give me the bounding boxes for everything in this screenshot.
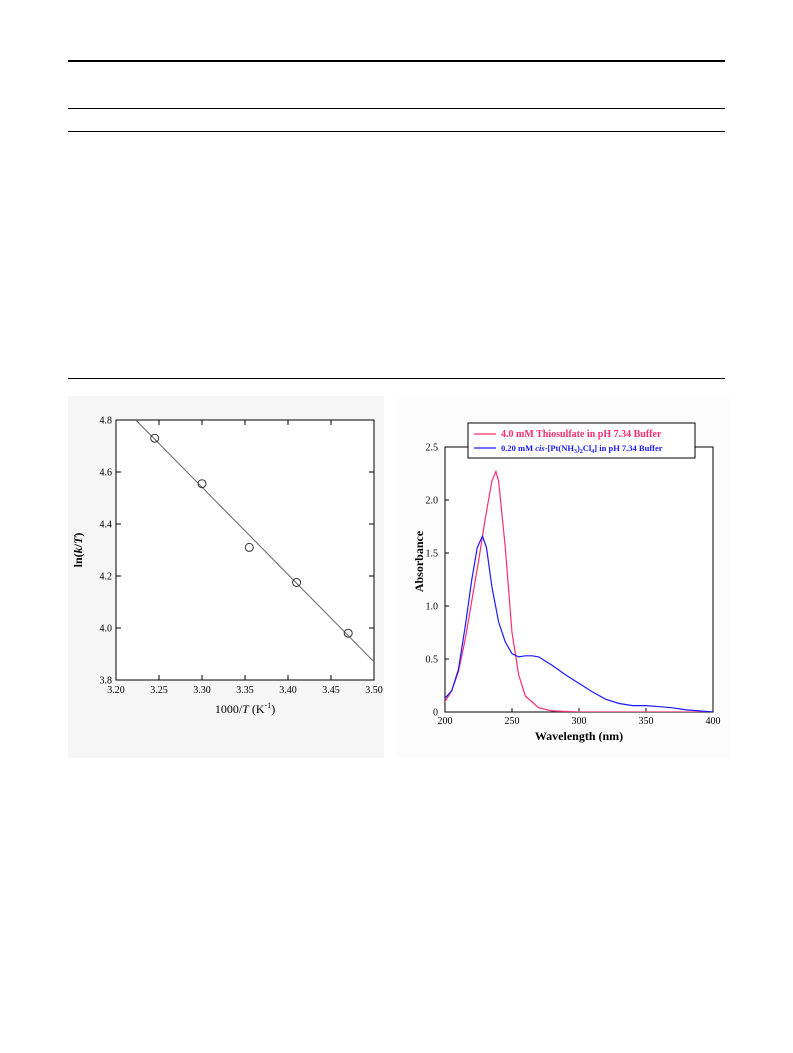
x-tick-label: 3.25 xyxy=(150,685,168,696)
y-axis-label: ln(k/T) xyxy=(71,533,85,568)
table-bottom-rule xyxy=(68,378,725,379)
series-line-thiosulfate xyxy=(445,469,713,712)
fit-line xyxy=(135,419,375,663)
data-point xyxy=(244,542,254,552)
y-tick-label: 1.0 xyxy=(426,602,439,613)
x-axis-label: 1000/T (K-1) xyxy=(215,701,275,716)
y-tick-label: 4.6 xyxy=(100,468,113,479)
x-tick-label: 3.20 xyxy=(107,685,125,696)
y-axis-label: Absorbance xyxy=(412,530,426,592)
y-tick-label: 2.0 xyxy=(426,496,439,507)
y-tick-label: 4.4 xyxy=(100,520,113,531)
legend-label-platinum: 0.20 mM cis-[Pt(NH3)2Cl4] in pH 7.34 Buf… xyxy=(501,443,663,455)
y-tick-label: 0 xyxy=(433,708,438,719)
plot-frame xyxy=(444,446,714,713)
data-point xyxy=(343,628,353,638)
y-tick-label: 3.8 xyxy=(100,676,113,687)
x-tick-label: 3.30 xyxy=(193,685,211,696)
y-tick-label: 4.2 xyxy=(100,572,113,583)
data-point xyxy=(197,479,207,489)
plot-frame xyxy=(115,419,375,681)
absorbance-spectra-panel: 200 250 300 350 400 0 0.5 1.0 1.5 2.0 2.5 4.0 mM Th… xyxy=(395,396,730,758)
data-point xyxy=(292,578,302,587)
table-header-rule xyxy=(68,108,725,109)
legend-label-thiosulfate: 4.0 mM Thiosulfate in pH 7.34 Buffer xyxy=(501,429,662,440)
x-tick-label: 400 xyxy=(706,716,721,727)
x-tick-label: 200 xyxy=(438,716,453,727)
legend-box xyxy=(467,422,696,459)
table-body-rule xyxy=(68,131,725,132)
absorbance-spectra-plot: 200 250 300 350 400 0 0.5 1.0 1.5 2.0 2.5 4.0 mM Th… xyxy=(412,422,721,743)
eyring-plot: 3.20 3.25 3.30 3.35 3.40 3.45 3.50 3.8 4.0 4.2 4.4… xyxy=(71,416,383,717)
x-tick-label: 3.50 xyxy=(365,685,383,696)
x-tick-label: 250 xyxy=(505,716,520,727)
y-tick-label: 4.0 xyxy=(100,624,113,635)
y-tick-label: 1.5 xyxy=(426,549,439,560)
y-tick-label: 0.5 xyxy=(426,655,439,666)
top-rule xyxy=(68,60,725,62)
y-tick-label: 4.8 xyxy=(100,416,113,427)
x-tick-label: 3.45 xyxy=(322,685,340,696)
series-line-platinum xyxy=(445,534,713,712)
x-axis-label: Wavelength (nm) xyxy=(535,729,623,743)
x-tick-label: 3.35 xyxy=(236,685,254,696)
eyring-plot-panel: 3.20 3.25 3.30 3.35 3.40 3.45 3.50 3.8 4.0 4.2 4.4… xyxy=(68,396,384,758)
x-tick-label: 3.40 xyxy=(279,685,297,696)
x-tick-label: 300 xyxy=(572,716,587,727)
y-tick-label: 2.5 xyxy=(426,443,439,454)
x-tick-label: 350 xyxy=(639,716,654,727)
data-point xyxy=(150,433,160,443)
